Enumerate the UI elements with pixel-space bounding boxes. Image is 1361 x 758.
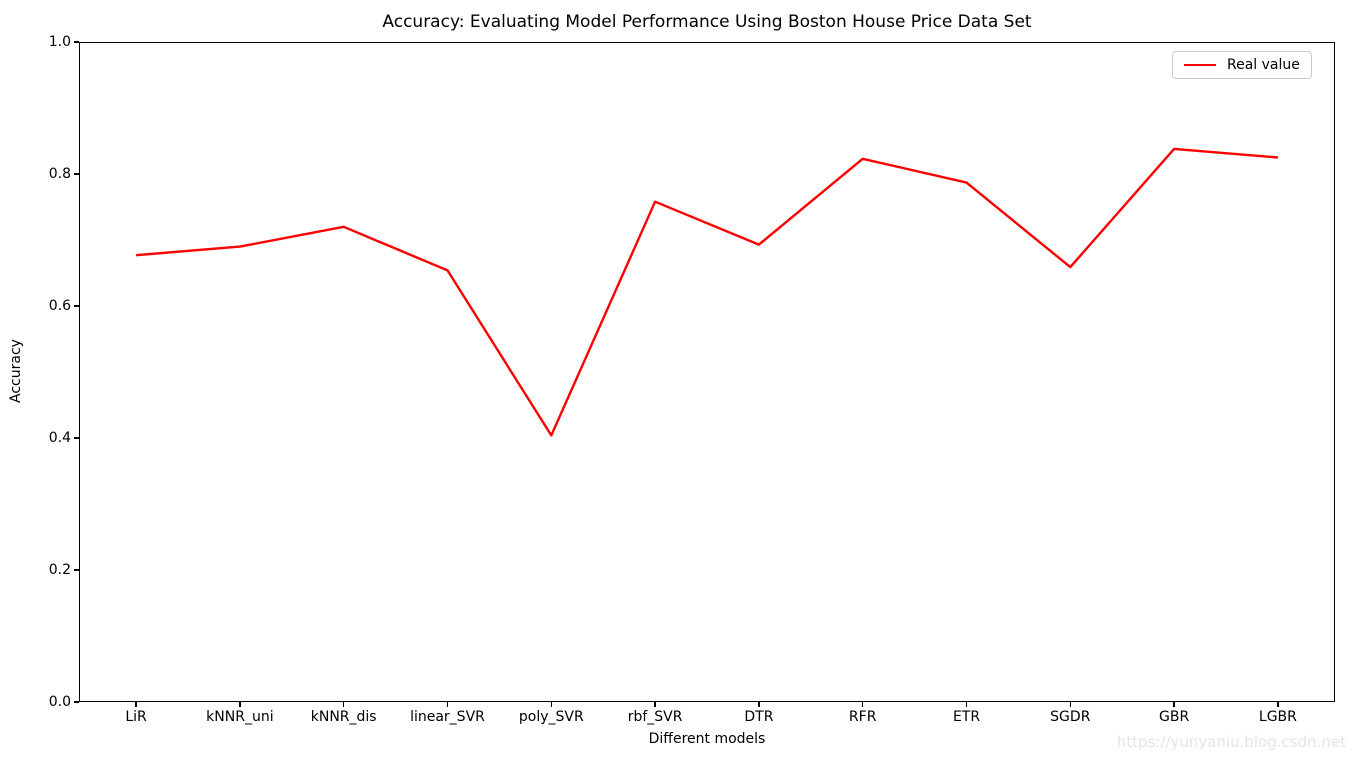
y-tick-mark: [74, 569, 79, 571]
legend-line-swatch: [1184, 64, 1216, 66]
watermark-text: https://yunyaniu.blog.csdn.net: [1116, 733, 1346, 751]
x-tick-label: GBR: [1159, 709, 1190, 725]
x-tick-mark: [550, 702, 552, 707]
x-tick-mark: [446, 702, 449, 707]
y-tick-mark: [74, 41, 79, 43]
chart-title: Accuracy: Evaluating Model Performance U…: [382, 12, 1032, 32]
x-tick-label: RFR: [848, 709, 877, 725]
x-tick-mark: [239, 702, 241, 707]
x-tick-label: rbf_SVR: [627, 709, 683, 725]
x-tick-label: linear_SVR: [410, 709, 485, 725]
x-axis-label: Different models: [648, 731, 766, 747]
x-tick-mark: [135, 702, 137, 707]
x-tick-label: ETR: [952, 709, 981, 725]
x-tick-label: kNNR_uni: [206, 709, 274, 725]
x-tick-mark: [1069, 702, 1071, 707]
x-tick-mark: [654, 702, 656, 707]
y-tick-label: 0.2: [48, 562, 71, 578]
y-tick-mark: [74, 437, 79, 439]
y-tick-mark: [74, 173, 79, 175]
x-tick-mark: [758, 702, 760, 707]
y-tick-label: 0.0: [48, 694, 71, 710]
legend-label: Real value: [1227, 57, 1300, 73]
y-axis-label: Accuracy: [8, 339, 24, 403]
x-tick-mark: [342, 702, 345, 707]
y-tick-label: 1.0: [48, 34, 71, 50]
y-tick-label: 0.6: [48, 298, 71, 314]
y-tick-mark: [74, 701, 79, 703]
x-tick-label: LiR: [125, 709, 147, 725]
x-tick-label: LGBR: [1258, 709, 1297, 725]
y-tick-mark: [74, 305, 79, 307]
plot-area: [79, 42, 1335, 702]
x-tick-mark: [965, 702, 968, 707]
legend: Real value: [1172, 51, 1312, 79]
x-tick-label: kNNR_dis: [310, 709, 377, 725]
y-tick-label: 0.8: [48, 166, 71, 182]
x-tick-mark: [1277, 702, 1279, 707]
y-tick-label: 0.4: [48, 430, 71, 446]
x-tick-label: poly_SVR: [518, 709, 584, 725]
x-tick-label: DTR: [744, 709, 774, 725]
x-tick-label: SGDR: [1050, 709, 1091, 725]
x-tick-mark: [862, 702, 864, 707]
x-tick-mark: [1173, 702, 1175, 707]
